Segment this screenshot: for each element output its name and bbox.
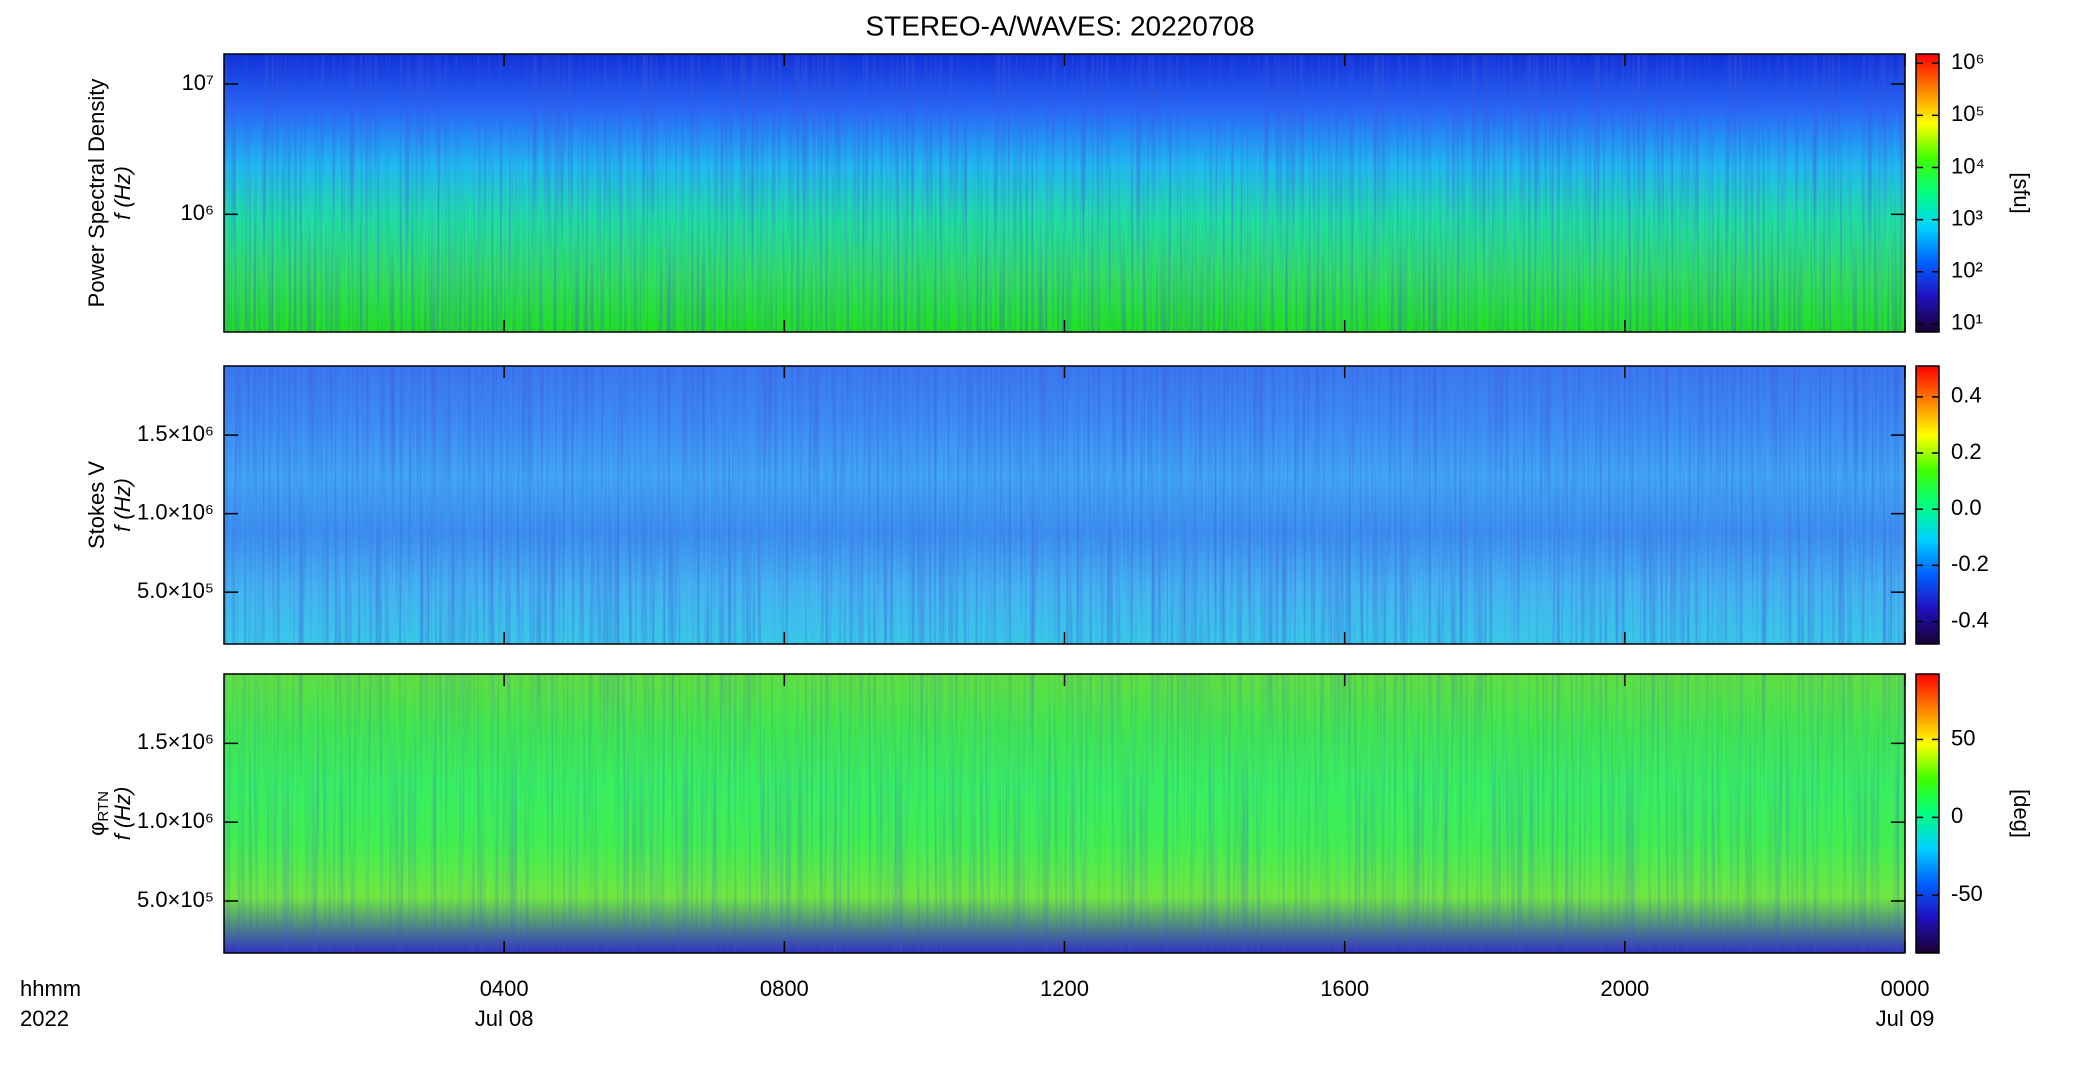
x-tick-label: 1200	[1040, 976, 1089, 1001]
colorbar-tick-label: 0.0	[1951, 495, 1982, 520]
x-date-label: Jul 09	[1876, 1006, 1935, 1031]
y-tick-label: 5.0×10⁵	[137, 887, 214, 912]
y-tick-label: 1.0×10⁶	[137, 808, 214, 833]
colorbar-tick-label: 10³	[1951, 205, 1983, 230]
y-tick-label: 10⁷	[182, 70, 214, 95]
colorbar-tick-label: 10⁵	[1951, 101, 1985, 126]
x-axis-label: 2022	[20, 1006, 69, 1031]
colorbar-tick-label: 0	[1951, 803, 1963, 828]
y-axis-label: f (Hz)	[110, 166, 135, 220]
y-axis-label: Power Spectral Density	[84, 79, 109, 308]
colorbar-tick-label: 10¹	[1951, 310, 1983, 335]
colorbar-tick-label: 50	[1951, 725, 1975, 750]
y-tick-label: 1.5×10⁶	[137, 729, 214, 754]
colorbar-tick-label: -0.2	[1951, 551, 1989, 576]
y-axis-label-text: Stokes V	[84, 461, 109, 549]
y-axis-label: φRTN	[84, 791, 112, 836]
y-axis-label: Stokes V	[84, 461, 109, 549]
spectrogram-texture	[224, 54, 1905, 332]
colorbar-label: [sfu]	[2009, 172, 2034, 214]
x-tick-label: 0800	[760, 976, 809, 1001]
y-axis-label-text: φ	[84, 822, 109, 836]
colorbar-tick-label: 10²	[1951, 258, 1983, 283]
colorbar-tick-label: 10⁴	[1951, 153, 1985, 178]
x-axis-label: hhmm	[20, 976, 81, 1001]
spectrogram-texture	[224, 674, 1905, 953]
x-date-label: Jul 08	[475, 1006, 534, 1031]
colorbar-tick-label: -0.4	[1951, 607, 1989, 632]
y-axis-label-subscript: RTN	[95, 791, 112, 822]
y-axis-label: f (Hz)	[110, 787, 135, 841]
colorbar	[1915, 365, 1940, 645]
y-tick-label: 10⁶	[180, 200, 214, 225]
chart-title: STEREO-A/WAVES: 20220708	[865, 10, 1254, 41]
y-tick-label: 1.5×10⁶	[137, 421, 214, 446]
x-tick-label: 0000	[1881, 976, 1930, 1001]
x-tick-label: 0400	[480, 976, 529, 1001]
y-tick-label: 1.0×10⁶	[137, 499, 214, 524]
spectrogram-texture	[224, 366, 1905, 644]
colorbar	[1915, 673, 1940, 954]
y-axis-label-text: Power Spectral Density	[84, 79, 109, 308]
colorbar-tick-label: 0.4	[1951, 383, 1982, 408]
x-tick-label: 1600	[1320, 976, 1369, 1001]
y-tick-label: 5.0×10⁵	[137, 578, 214, 603]
colorbar-tick-label: 0.2	[1951, 439, 1982, 464]
colorbar-tick-label: -50	[1951, 881, 1983, 906]
y-axis-label: f (Hz)	[110, 478, 135, 532]
x-tick-label: 2000	[1600, 976, 1649, 1001]
colorbar-tick-label: 10⁶	[1951, 49, 1985, 74]
colorbar-label: [deg]	[2009, 789, 2034, 838]
colorbar	[1915, 53, 1940, 333]
